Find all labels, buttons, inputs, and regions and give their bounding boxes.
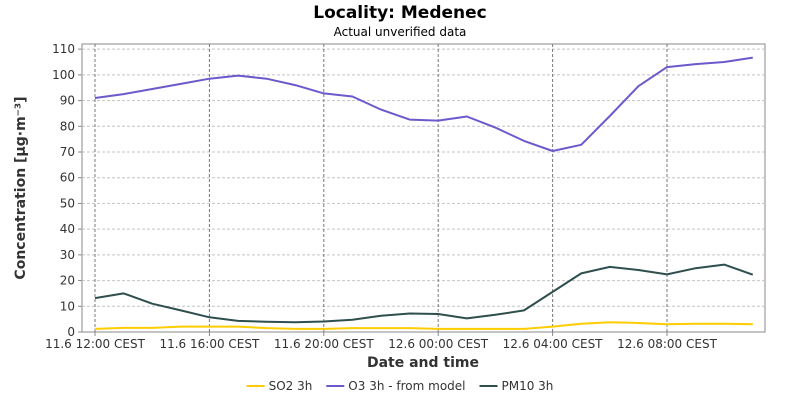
legend: SO2 3h O3 3h - from model PM10 3h xyxy=(246,379,554,393)
plot-border xyxy=(81,43,766,333)
y-axis-ticks: 0 10 20 30 40 50 60 70 80 90 100 110 xyxy=(52,42,82,339)
y-tick-label: 20 xyxy=(60,274,75,288)
y-tick-label: 40 xyxy=(60,222,75,236)
series-lines xyxy=(94,56,754,330)
grid xyxy=(82,44,765,332)
y-tick-label: 50 xyxy=(60,196,75,210)
legend-label: SO2 3h xyxy=(269,379,313,393)
y-tick-label: 30 xyxy=(60,248,75,262)
legend-item-2: PM10 3h xyxy=(479,379,554,393)
x-tick-label: 11.6 16:00 CEST xyxy=(159,337,260,351)
series-line-0 xyxy=(94,321,753,330)
y-tick-label: 70 xyxy=(60,145,75,159)
legend-item-0: SO2 3h xyxy=(246,379,313,393)
y-tick-label: 90 xyxy=(60,94,75,108)
chart-title: Locality: Medenec xyxy=(313,3,487,23)
y-tick-label: 10 xyxy=(60,299,75,313)
x-tick-label: 12.6 00:00 CEST xyxy=(388,337,489,351)
legend-label: O3 3h - from model xyxy=(348,379,465,393)
y-tick-label: 100 xyxy=(52,68,75,82)
y-tick-label: 60 xyxy=(60,171,75,185)
x-tick-label: 12.6 08:00 CEST xyxy=(617,337,718,351)
legend-label: PM10 3h xyxy=(502,379,554,393)
legend-item-1: O3 3h - from model xyxy=(326,379,466,393)
y-tick-label: 80 xyxy=(60,119,75,133)
x-tick-label: 11.6 20:00 CEST xyxy=(274,337,375,351)
x-axis-label: Date and time xyxy=(367,355,479,371)
series-line-2 xyxy=(94,263,754,324)
x-axis-ticks: 11.6 12:00 CEST 11.6 16:00 CEST 11.6 20:00… xyxy=(45,332,718,351)
plot-area xyxy=(81,43,766,333)
series-line-1 xyxy=(94,56,753,152)
y-axis-label: Concentration [µg·m⁻³] xyxy=(13,96,29,279)
y-tick-label: 0 xyxy=(67,325,75,339)
x-tick-label: 12.6 04:00 CEST xyxy=(503,337,604,351)
chart-subtitle: Actual unverified data xyxy=(334,25,467,39)
y-tick-label: 110 xyxy=(52,42,75,56)
x-tick-label: 11.6 12:00 CEST xyxy=(45,337,146,351)
